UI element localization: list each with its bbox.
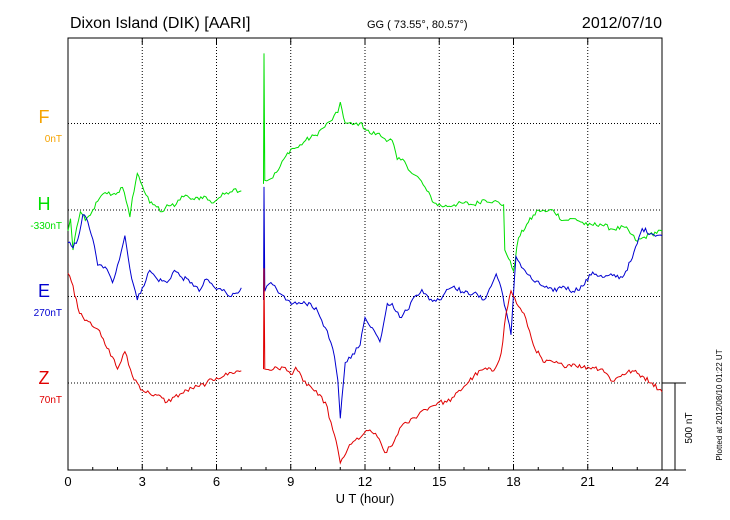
label-h-component: H [38,194,51,214]
label-e-component: E [38,281,50,301]
x-tick-label: 3 [139,474,146,489]
station-coordinates: GG ( 73.55°, 80.57°) [367,19,468,31]
baseline-e: 270nT [34,308,62,319]
trace-z [67,273,242,404]
baseline-h: -330nT [30,221,62,232]
plotted-at-note: Plotted at 2012/08/10 01:22 UT [715,349,724,460]
x-tick-label: 15 [432,474,446,489]
station-title: Dixon Island (DIK) [AARI] [70,15,251,32]
baseline-f: 0nT [45,134,62,145]
scale-bar [662,382,686,471]
plot-date: 2012/07/10 [582,15,662,32]
label-z-component: Z [39,368,50,388]
x-axis-ticks: 0 3 6 9 12 15 18 21 24 [64,38,669,489]
x-tick-label: 21 [581,474,595,489]
trace-h [67,172,242,251]
x-tick-label: 0 [64,474,71,489]
x-tick-label: 9 [287,474,294,489]
x-tick-label: 6 [213,474,220,489]
baseline-z: 70nT [39,395,62,406]
x-tick-label: 18 [506,474,520,489]
trace-e [263,186,663,419]
x-axis-label: U T (hour) [336,491,395,506]
trace-h [263,53,663,273]
x-tick-label: 24 [655,474,669,489]
trace-group [67,53,663,465]
trace-e [67,214,242,301]
x-tick-label: 12 [358,474,372,489]
grid-lines [68,38,662,470]
scale-bar-label: 500 nT [684,412,695,443]
trace-z [263,268,663,465]
label-f-component: F [39,107,50,127]
